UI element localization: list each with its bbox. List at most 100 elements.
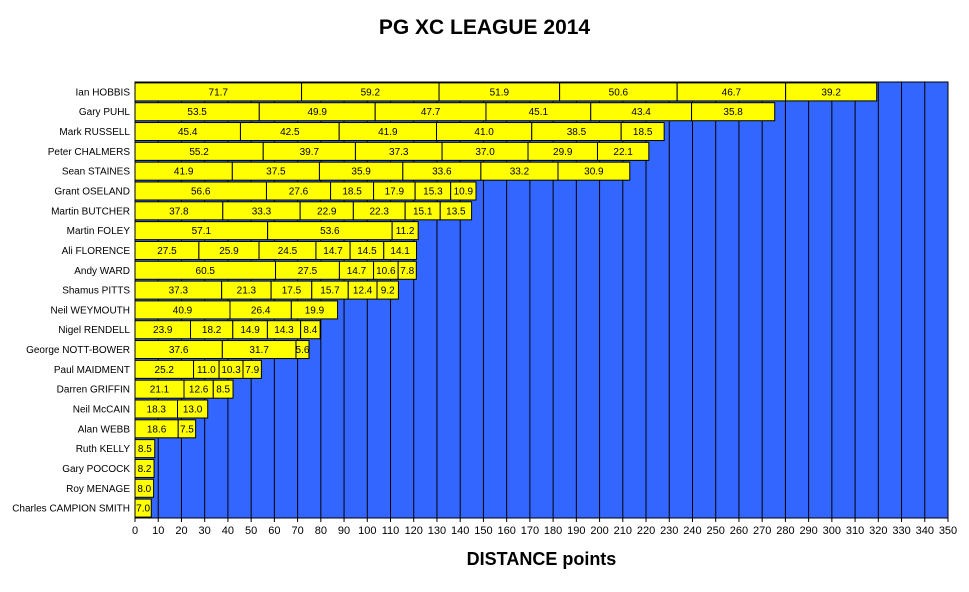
bar-row: 18.3 13.0 xyxy=(134,399,209,419)
data-label: 50.6 xyxy=(609,87,629,98)
data-label: 57.1 xyxy=(192,226,212,237)
category-label: Shamus PITTS xyxy=(62,286,130,297)
data-label: 42.5 xyxy=(280,127,300,138)
bar-row: 71.7 59.2 51.9 50.6 46.7 39.2 xyxy=(134,82,878,102)
bar-segment xyxy=(620,122,665,142)
x-tick-label: 330 xyxy=(892,525,910,537)
data-label: 30.9 xyxy=(584,167,604,178)
data-label: 18.2 xyxy=(202,325,222,336)
data-label: 22.3 xyxy=(370,206,390,217)
x-tick-label: 310 xyxy=(846,525,864,537)
bar-segment xyxy=(450,181,477,201)
data-label: 17.9 xyxy=(385,187,405,198)
data-label: 43.4 xyxy=(631,107,651,118)
x-tick-label: 340 xyxy=(916,525,934,537)
category-label: Darren GRIFFIN xyxy=(57,385,130,396)
x-tick-label: 10 xyxy=(152,525,164,537)
data-label: 49.9 xyxy=(307,107,327,118)
x-tick-label: 350 xyxy=(939,525,957,537)
data-label: 25.9 xyxy=(219,246,239,257)
x-tick-label: 240 xyxy=(683,525,701,537)
data-label: 37.3 xyxy=(389,147,409,158)
x-tick-label: 150 xyxy=(474,525,492,537)
x-tick-label: 180 xyxy=(544,525,562,537)
data-label: 27.6 xyxy=(289,187,309,198)
category-label: Grant OSELAND xyxy=(54,187,130,198)
x-tick-label: 30 xyxy=(199,525,211,537)
bar-row: 56.6 27.6 18.5 17.9 15.3 10.9 xyxy=(134,181,477,201)
bar-segment xyxy=(242,359,262,379)
data-label: 39.7 xyxy=(300,147,320,158)
category-label: George NOTT-BOWER xyxy=(26,345,130,356)
data-label: 22.9 xyxy=(317,206,337,217)
x-axis-title: DISTANCE points xyxy=(466,549,617,569)
data-label: 27.5 xyxy=(157,246,177,257)
x-tick-label: 320 xyxy=(869,525,887,537)
bar-row: 45.4 42.5 41.9 41.0 38.5 18.5 xyxy=(134,122,665,142)
category-label: Martin FOLEY xyxy=(67,226,131,237)
bar-row: 37.8 33.3 22.9 22.3 15.1 13.5 xyxy=(134,201,473,221)
data-label: 37.8 xyxy=(169,206,189,217)
data-label: 35.9 xyxy=(351,167,371,178)
data-label: 21.3 xyxy=(237,286,257,297)
data-label: 13.0 xyxy=(183,405,203,416)
bar-row: 8.5 xyxy=(134,439,156,459)
data-label: 14.5 xyxy=(357,246,377,257)
x-tick-label: 260 xyxy=(730,525,748,537)
bar-segment xyxy=(391,221,419,241)
bar-row: 37.3 21.3 17.5 15.7 12.4 9.2 xyxy=(134,280,399,300)
data-label: 11.2 xyxy=(396,226,415,237)
data-label: 11.0 xyxy=(197,365,216,376)
data-label: 59.2 xyxy=(361,87,381,98)
data-label: 22.1 xyxy=(613,147,633,158)
bar-row: 18.6 7.5 xyxy=(134,419,197,439)
category-label: Mark RUSSELL xyxy=(59,127,130,138)
data-label: 45.1 xyxy=(529,107,549,118)
data-label: 15.7 xyxy=(320,286,340,297)
bar-row: 55.2 39.7 37.3 37.0 29.9 22.1 xyxy=(134,141,650,161)
data-label: 33.2 xyxy=(510,167,530,178)
data-label: 23.9 xyxy=(153,325,173,336)
data-label: 27.5 xyxy=(298,266,318,277)
x-tick-label: 80 xyxy=(315,525,327,537)
bar-segment xyxy=(596,141,650,161)
x-tick-label: 0 xyxy=(132,525,138,537)
x-tick-label: 100 xyxy=(358,525,376,537)
bar-row: 23.9 18.2 14.9 14.3 8.4 xyxy=(134,320,321,340)
data-label: 40.9 xyxy=(173,305,193,316)
category-label: Neil WEYMOUTH xyxy=(51,305,130,316)
bar-row: 25.2 11.0 10.3 7.9 xyxy=(134,359,262,379)
data-label: 60.5 xyxy=(196,266,216,277)
axes: Ian HOBBIS Gary PUHL Mark RUSSELL Peter CHA… xyxy=(12,81,957,537)
x-tick-label: 70 xyxy=(291,525,303,537)
bar-segment xyxy=(212,379,234,399)
data-label: 55.2 xyxy=(189,147,209,158)
data-label: 7.0 xyxy=(136,504,150,515)
data-label: 24.5 xyxy=(278,246,298,257)
data-label: 37.5 xyxy=(266,167,286,178)
bar-segment xyxy=(691,102,776,122)
x-tick-label: 210 xyxy=(614,525,632,537)
data-label: 15.3 xyxy=(423,187,443,198)
data-label: 18.5 xyxy=(633,127,653,138)
bar-row: 37.6 31.7 5.6 xyxy=(134,340,310,360)
x-tick-label: 20 xyxy=(175,525,187,537)
x-tick-label: 280 xyxy=(776,525,794,537)
x-tick-label: 60 xyxy=(268,525,280,537)
data-label: 8.4 xyxy=(303,325,317,336)
data-label: 35.8 xyxy=(723,107,743,118)
bar-segment xyxy=(439,201,473,221)
bar-segment xyxy=(290,300,339,320)
category-label: Paul MAIDMENT xyxy=(54,365,130,376)
x-tick-label: 190 xyxy=(567,525,585,537)
bar-row: 57.1 53.6 11.2 xyxy=(134,221,419,241)
category-label: Andy WARD xyxy=(74,266,130,277)
x-tick-label: 230 xyxy=(660,525,678,537)
category-label: Alan WEBB xyxy=(78,424,131,435)
data-label: 41.0 xyxy=(474,127,494,138)
data-label: 33.3 xyxy=(252,206,272,217)
data-label: 18.5 xyxy=(342,187,362,198)
data-label: 8.5 xyxy=(216,385,230,396)
x-tick-label: 50 xyxy=(245,525,257,537)
data-label: 41.9 xyxy=(174,167,194,178)
